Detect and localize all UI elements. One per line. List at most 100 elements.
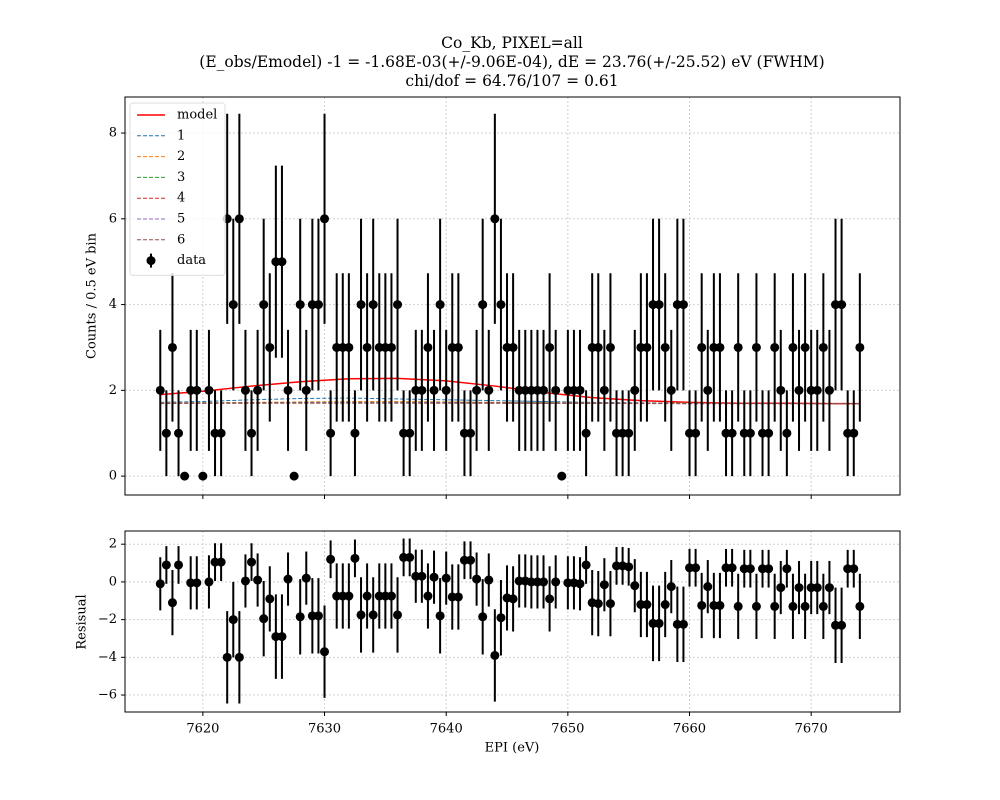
residual-point bbox=[490, 650, 500, 660]
legend-label: 4 bbox=[177, 191, 185, 206]
residual-point bbox=[691, 563, 701, 573]
residual-point bbox=[703, 582, 713, 592]
y-tick-label: 0 bbox=[109, 469, 117, 484]
data-point bbox=[581, 428, 591, 438]
data-point bbox=[174, 428, 184, 438]
data-point bbox=[441, 385, 451, 395]
data-point bbox=[265, 342, 275, 352]
residual-point bbox=[630, 581, 640, 591]
plot-area bbox=[155, 538, 865, 704]
residual-point bbox=[453, 592, 463, 602]
data-point bbox=[253, 385, 263, 395]
data-point bbox=[551, 385, 561, 395]
data-point bbox=[697, 342, 707, 352]
data-point bbox=[313, 300, 323, 310]
residual-point bbox=[423, 591, 433, 601]
x-tick-label: 7660 bbox=[673, 722, 706, 737]
legend-label: data bbox=[177, 253, 206, 268]
residual-point bbox=[441, 573, 451, 583]
residual-point bbox=[192, 578, 202, 588]
residual-point bbox=[800, 601, 810, 611]
residual-point bbox=[551, 577, 561, 587]
data-point bbox=[727, 428, 737, 438]
data-point bbox=[642, 342, 652, 352]
data-point bbox=[605, 342, 615, 352]
data-point bbox=[368, 300, 378, 310]
data-point bbox=[216, 428, 226, 438]
data-point bbox=[417, 385, 427, 395]
data-point bbox=[283, 385, 293, 395]
data-point bbox=[764, 428, 774, 438]
residual-point bbox=[849, 564, 859, 574]
residual-point bbox=[484, 575, 494, 585]
data-point bbox=[508, 342, 518, 352]
data-point bbox=[575, 385, 585, 395]
residual-point bbox=[326, 554, 336, 564]
data-point bbox=[484, 385, 494, 395]
data-point bbox=[155, 385, 165, 395]
y-axis-label: Counts / 0.5 eV bin bbox=[85, 232, 100, 359]
residual-point bbox=[259, 614, 269, 624]
residual-point bbox=[344, 591, 354, 601]
data-point bbox=[247, 428, 257, 438]
data-point bbox=[770, 342, 780, 352]
data-point bbox=[478, 300, 488, 310]
legend-label: 2 bbox=[177, 149, 185, 164]
residual-point bbox=[253, 575, 263, 585]
residual-point bbox=[545, 594, 555, 604]
x-tick-label: 7630 bbox=[308, 722, 341, 737]
residual-point bbox=[581, 560, 591, 570]
residual-point bbox=[508, 594, 518, 604]
residual-point bbox=[204, 577, 214, 587]
residual-point bbox=[161, 560, 171, 570]
residual-point bbox=[301, 573, 311, 583]
residual-point bbox=[593, 599, 603, 609]
residual-point bbox=[824, 583, 834, 593]
data-point bbox=[356, 300, 366, 310]
residual-point bbox=[356, 610, 366, 620]
data-point bbox=[393, 300, 403, 310]
data-point bbox=[800, 342, 810, 352]
data-point bbox=[295, 300, 305, 310]
data-point bbox=[429, 385, 439, 395]
title-line: Co_Kb, PIXEL=all bbox=[441, 34, 583, 52]
residual-point bbox=[393, 610, 403, 620]
residual-point bbox=[222, 652, 232, 662]
data-point bbox=[837, 300, 847, 310]
data-point bbox=[812, 385, 822, 395]
data-point bbox=[745, 428, 755, 438]
data-point bbox=[234, 214, 244, 224]
residual-point bbox=[167, 598, 177, 608]
residual-point bbox=[751, 601, 761, 611]
residual-point bbox=[228, 615, 238, 625]
residual-point bbox=[788, 601, 798, 611]
residual-point bbox=[539, 577, 549, 587]
data-point bbox=[320, 214, 330, 224]
residual-point bbox=[247, 557, 257, 567]
data-point bbox=[849, 428, 859, 438]
residual-point bbox=[666, 582, 676, 592]
residual-point bbox=[727, 563, 737, 573]
data-point bbox=[782, 428, 792, 438]
x-tick-label: 7650 bbox=[551, 722, 584, 737]
residual-point bbox=[320, 647, 330, 657]
data-point bbox=[630, 385, 640, 395]
data-point bbox=[545, 342, 555, 352]
data-point bbox=[818, 342, 828, 352]
residual-point bbox=[697, 600, 707, 610]
legend-label: model bbox=[177, 108, 217, 123]
data-point bbox=[660, 342, 670, 352]
data-point bbox=[240, 385, 250, 395]
x-tick-label: 7640 bbox=[430, 722, 463, 737]
residual-point bbox=[812, 583, 822, 593]
data-point bbox=[678, 300, 688, 310]
data-point bbox=[599, 385, 609, 395]
legend: model 1 2 3 4 5 6 data bbox=[129, 102, 226, 276]
legend-label: 1 bbox=[177, 128, 185, 143]
data-point bbox=[167, 342, 177, 352]
y-tick-label: 8 bbox=[109, 126, 117, 141]
y-tick-label: 2 bbox=[109, 537, 117, 552]
data-point bbox=[624, 428, 634, 438]
residual-point bbox=[818, 601, 828, 611]
